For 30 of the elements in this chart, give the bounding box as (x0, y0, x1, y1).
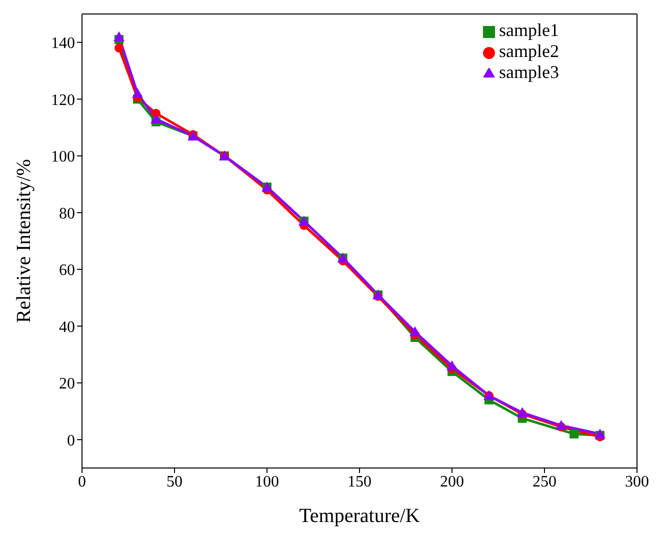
y-tick-label: 120 (51, 92, 75, 109)
x-tick-label: 200 (440, 473, 464, 490)
x-tick-label: 50 (166, 473, 182, 490)
y-tick-label: 140 (51, 35, 75, 52)
y-tick-label: 60 (59, 262, 75, 280)
y-tick-label: 40 (59, 318, 75, 336)
point (150, 113, 162, 124)
x-tick-label: 150 (348, 473, 372, 490)
point (570, 429, 579, 438)
point (446, 360, 458, 370)
x-tick-label: 250 (532, 473, 556, 490)
point (132, 88, 143, 98)
point (114, 31, 124, 42)
y-tick-label: 100 (51, 148, 75, 166)
point (594, 428, 606, 438)
y-tick-label: 80 (59, 205, 75, 222)
point (410, 326, 420, 336)
x-tick-label: 100 (255, 473, 279, 490)
legend-label: sample2 (499, 41, 559, 61)
point (516, 407, 528, 418)
point (556, 420, 567, 430)
y-axis-title: Relative Intensity/% (13, 159, 35, 323)
point (114, 44, 124, 53)
legend-label: sample3 (499, 62, 559, 82)
y-tick-label: 0 (67, 432, 75, 450)
x-axis-title: Temperature/K (299, 505, 420, 527)
x-tick-label: 300 (625, 473, 649, 490)
y-tick-label: 20 (59, 376, 75, 393)
x-tick-label: 0 (78, 473, 86, 490)
legend-label: sample1 (499, 20, 559, 40)
